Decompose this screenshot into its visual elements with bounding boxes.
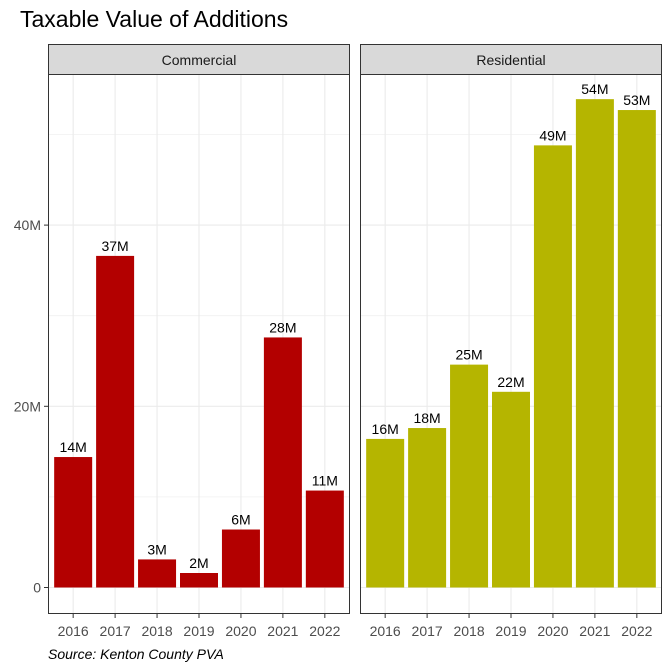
bar-commercial-2018 <box>138 559 177 588</box>
bar-commercial-2017 <box>96 255 135 588</box>
bar-commercial-2022 <box>305 490 344 588</box>
data-label: 2M <box>189 555 208 571</box>
data-label: 18M <box>413 410 440 426</box>
x-tick-label: 2021 <box>579 623 610 639</box>
bar-residential-2019 <box>492 391 530 588</box>
bar-commercial-2020 <box>221 529 260 588</box>
bar-residential-2016 <box>366 438 405 588</box>
bar-residential-2022 <box>617 110 656 588</box>
data-label: 49M <box>539 127 566 143</box>
data-label: 3M <box>147 541 166 557</box>
facet-label-commercial: Commercial <box>162 52 237 68</box>
bar-residential-2017 <box>408 428 447 588</box>
facet-label-residential: Residential <box>476 52 545 68</box>
y-tick-label: 40M <box>14 217 41 233</box>
bar-residential-2020 <box>533 145 572 588</box>
x-tick-label: 2019 <box>495 623 526 639</box>
x-tick-label: 2017 <box>412 623 443 639</box>
x-tick-label: 2022 <box>621 623 652 639</box>
data-label: 28M <box>269 319 296 335</box>
x-tick-label: 2017 <box>100 623 131 639</box>
x-tick-label: 2021 <box>267 623 298 639</box>
data-label: 14M <box>60 439 87 455</box>
x-tick-label: 2018 <box>453 623 484 639</box>
data-label: 16M <box>372 421 399 437</box>
facet-strip-residential <box>360 44 662 75</box>
bar-residential-2018 <box>450 364 489 588</box>
bar-commercial-2021 <box>263 337 302 588</box>
x-tick-label: 2016 <box>58 623 89 639</box>
bar-commercial-2019 <box>180 573 218 588</box>
x-tick-label: 2018 <box>141 623 172 639</box>
x-tick-label: 2016 <box>370 623 401 639</box>
y-tick-label: 20M <box>14 398 41 414</box>
y-tick-label: 0 <box>33 580 41 596</box>
facet-strip-commercial <box>48 44 350 75</box>
bar-residential-2021 <box>575 99 614 588</box>
x-tick-label: 2022 <box>309 623 340 639</box>
data-label: 6M <box>231 512 250 528</box>
data-label: 54M <box>581 81 608 97</box>
data-label: 25M <box>455 347 482 363</box>
chart-caption: Source: Kenton County PVA <box>48 646 224 662</box>
bar-commercial-2016 <box>54 457 93 588</box>
data-label: 22M <box>497 374 524 390</box>
x-tick-label: 2020 <box>537 623 568 639</box>
x-tick-label: 2020 <box>225 623 256 639</box>
x-tick-label: 2019 <box>183 623 214 639</box>
data-label: 37M <box>101 238 128 254</box>
chart-title: Taxable Value of Additions <box>20 6 289 32</box>
data-label: 11M <box>312 473 338 489</box>
data-label: 53M <box>623 92 650 108</box>
